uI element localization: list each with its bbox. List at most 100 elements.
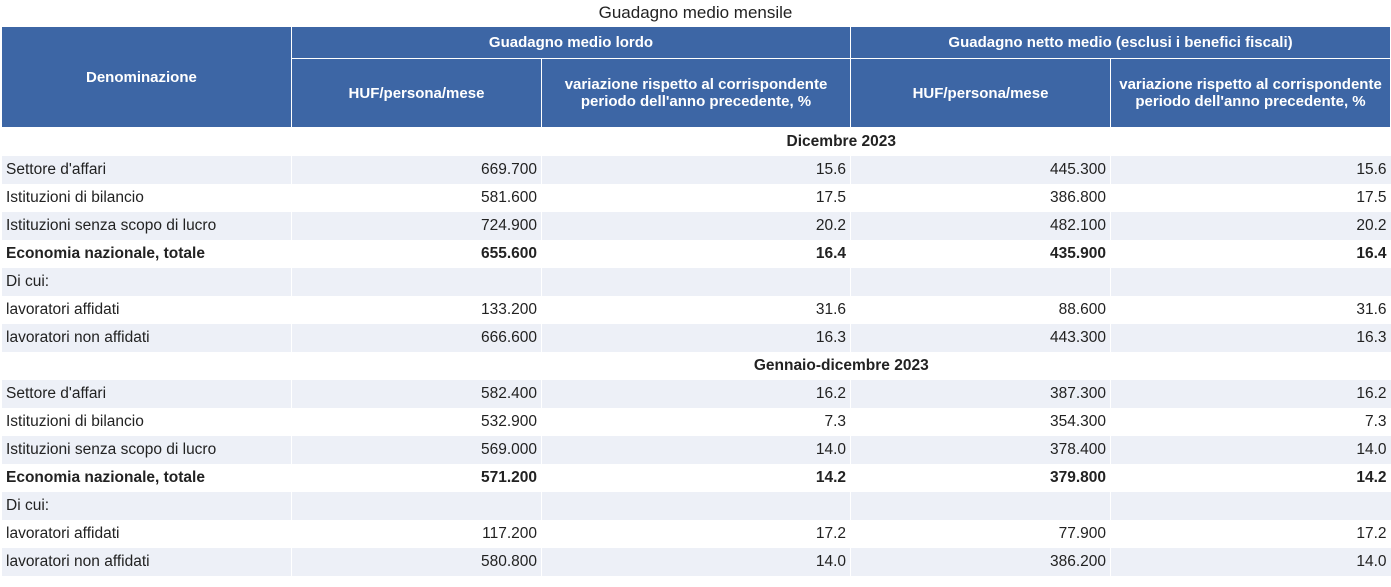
gross-change-value <box>540 492 851 520</box>
gross-change-value: 31.6 <box>540 296 851 324</box>
section-label: Dicembre 2023 <box>290 127 1391 156</box>
gross-change-value: 14.2 <box>540 464 851 492</box>
net-value <box>850 492 1111 520</box>
row-label: Istituzioni di bilancio <box>1 184 292 212</box>
header-net-group: Guadagno netto medio (esclusi i benefici… <box>850 26 1391 59</box>
net-change-value <box>1110 268 1391 296</box>
row-label: Istituzioni di bilancio <box>1 408 292 436</box>
row-label: Istituzioni senza scopo di lucro <box>1 436 292 464</box>
row-label: lavoratori affidati <box>1 296 292 324</box>
table-row: Istituzioni senza scopo di lucro 724.900 2… <box>1 212 1391 240</box>
net-change-value: 16.2 <box>1110 380 1391 408</box>
net-value: 88.600 <box>850 296 1111 324</box>
gross-value <box>291 268 542 296</box>
gross-change-value: 16.2 <box>540 380 851 408</box>
gross-value: 571.200 <box>291 464 542 492</box>
gross-change-value: 17.5 <box>540 184 851 212</box>
row-label: Settore d'affari <box>1 380 292 408</box>
table-row: lavoratori non affidati 580.800 14.0 386.20… <box>1 548 1391 576</box>
gross-change-value: 20.2 <box>540 212 851 240</box>
table-row: Settore d'affari 669.700 15.6 445.300 15.6 <box>1 156 1391 184</box>
net-change-value: 15.6 <box>1110 156 1391 184</box>
table-row: lavoratori non affidati 666.600 16.3 443.30… <box>1 324 1391 352</box>
gross-change-value: 7.3 <box>540 408 851 436</box>
gross-change-value <box>540 268 851 296</box>
net-value: 378.400 <box>850 436 1111 464</box>
section-row: Dicembre 2023 <box>1 127 1391 156</box>
row-label: lavoratori non affidati <box>1 324 292 352</box>
net-change-value: 17.5 <box>1110 184 1391 212</box>
row-label: Economia nazionale, totale <box>1 240 292 268</box>
gross-change-value: 15.6 <box>540 156 851 184</box>
table-header: Denominazione Guadagno medio lordo Guada… <box>1 26 1391 128</box>
section-row: Gennaio-dicembre 2023 <box>1 352 1391 380</box>
row-label: lavoratori non affidati <box>1 548 292 576</box>
net-value: 354.300 <box>850 408 1111 436</box>
header-gross-huf: HUF/persona/mese <box>291 58 542 128</box>
section-label: Gennaio-dicembre 2023 <box>290 352 1391 380</box>
section-blank-cell <box>1 127 292 156</box>
net-value: 482.100 <box>850 212 1111 240</box>
gross-value: 669.700 <box>291 156 542 184</box>
net-value: 379.800 <box>850 464 1111 492</box>
earnings-table: Denominazione Guadagno medio lordo Guada… <box>1 26 1391 576</box>
gross-change-value: 14.0 <box>540 548 851 576</box>
table-row: Istituzioni di bilancio 581.600 17.5 386.80… <box>1 184 1391 212</box>
gross-value: 117.200 <box>291 520 542 548</box>
net-value <box>850 268 1111 296</box>
net-value: 445.300 <box>850 156 1111 184</box>
gross-value: 582.400 <box>291 380 542 408</box>
gross-change-value: 16.3 <box>540 324 851 352</box>
row-label: lavoratori affidati <box>1 520 292 548</box>
net-value: 387.300 <box>850 380 1111 408</box>
net-change-value: 14.0 <box>1110 548 1391 576</box>
net-change-value: 20.2 <box>1110 212 1391 240</box>
table-row: Istituzioni senza scopo di lucro 569.000 1… <box>1 436 1391 464</box>
row-label: Istituzioni senza scopo di lucro <box>1 212 292 240</box>
gross-value: 133.200 <box>291 296 542 324</box>
header-denominazione: Denominazione <box>1 26 292 128</box>
net-change-value: 14.2 <box>1110 464 1391 492</box>
net-value: 435.900 <box>850 240 1111 268</box>
table-row: Economia nazionale, totale 655.600 16.4 435… <box>1 240 1391 268</box>
net-value: 443.300 <box>850 324 1111 352</box>
net-change-value: 16.3 <box>1110 324 1391 352</box>
gross-value: 655.600 <box>291 240 542 268</box>
gross-change-value: 14.0 <box>540 436 851 464</box>
header-net-huf: HUF/persona/mese <box>850 58 1112 128</box>
table-row: Di cui: <box>1 492 1391 520</box>
gross-value <box>291 492 542 520</box>
table-row: lavoratori affidati 133.200 31.6 88.600 31.6 <box>1 296 1391 324</box>
net-change-value: 7.3 <box>1110 408 1391 436</box>
net-value: 386.800 <box>850 184 1111 212</box>
header-gross-change: variazione rispetto al corrispondente pe… <box>540 58 852 128</box>
section-blank-cell <box>1 352 292 380</box>
row-label: Settore d'affari <box>1 156 292 184</box>
net-change-value: 14.0 <box>1110 436 1391 464</box>
header-net-change: variazione rispetto al corrispondente pe… <box>1110 58 1391 128</box>
header-gross-group: Guadagno medio lordo <box>290 26 852 59</box>
gross-value: 532.900 <box>291 408 542 436</box>
table-row: Istituzioni di bilancio 532.900 7.3 354.300… <box>1 408 1391 436</box>
table-title: Guadagno medio mensile <box>598 3 793 22</box>
net-change-value: 16.4 <box>1110 240 1391 268</box>
gross-value: 724.900 <box>291 212 542 240</box>
net-change-value <box>1110 492 1391 520</box>
net-value: 77.900 <box>850 520 1111 548</box>
gross-value: 580.800 <box>291 548 542 576</box>
gross-value: 666.600 <box>291 324 542 352</box>
net-change-value: 17.2 <box>1110 520 1391 548</box>
table-row: Settore d'affari 582.400 16.2 387.300 16.2 <box>1 380 1391 408</box>
table-row: Di cui: <box>1 268 1391 296</box>
net-change-value: 31.6 <box>1110 296 1391 324</box>
row-label: Economia nazionale, totale <box>1 464 292 492</box>
gross-value: 581.600 <box>291 184 542 212</box>
table-row: lavoratori affidati 117.200 17.2 77.900 17.2 <box>1 520 1391 548</box>
table-body: Dicembre 2023 Settore d'affari 669.700 15.6… <box>1 127 1391 576</box>
net-value: 386.200 <box>850 548 1111 576</box>
gross-change-value: 16.4 <box>540 240 851 268</box>
gross-value: 569.000 <box>291 436 542 464</box>
row-label: Di cui: <box>1 268 292 296</box>
table-row: Economia nazionale, totale 571.200 14.2 379… <box>1 464 1391 492</box>
gross-change-value: 17.2 <box>540 520 851 548</box>
